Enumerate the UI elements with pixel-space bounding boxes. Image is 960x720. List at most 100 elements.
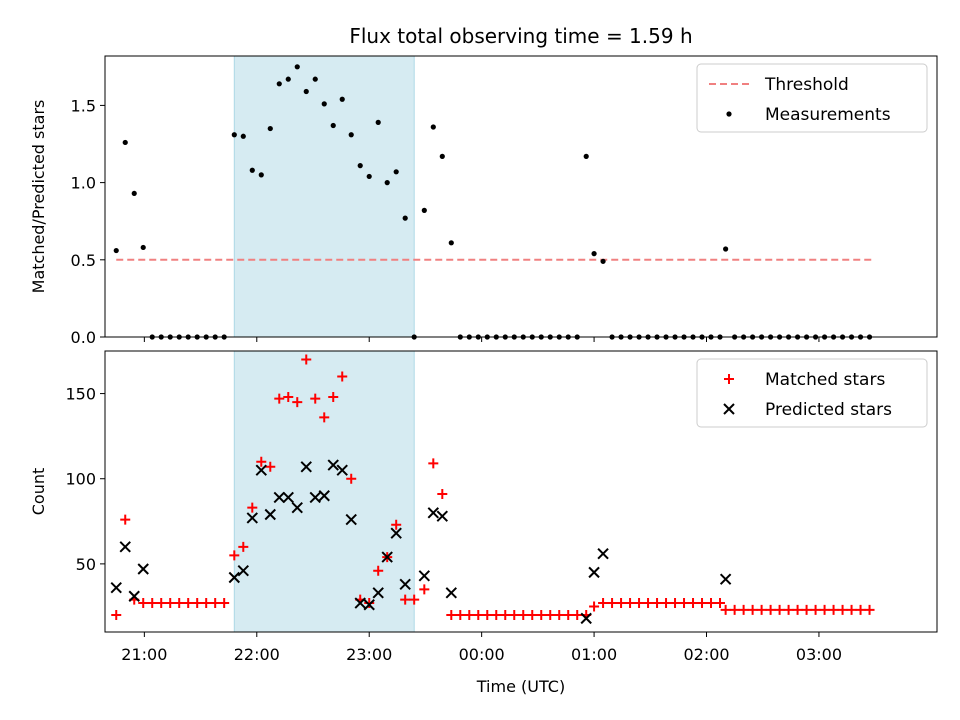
measurements-point (285, 76, 291, 82)
matched-stars-point (201, 598, 212, 609)
x-tick-label: 00:00 (459, 645, 505, 664)
measurements-point (113, 247, 119, 254)
measurements-point (439, 153, 445, 159)
measurements-point (131, 190, 137, 197)
matched-stars-point (554, 609, 565, 620)
measurements-point (600, 258, 606, 264)
x-tick-label: 03:00 (796, 645, 842, 664)
highlight-span (233, 55, 415, 338)
matched-stars-point (482, 609, 493, 620)
predicted-stars-point (445, 587, 457, 599)
highlight-span (233, 350, 415, 633)
x-tick-label: 02:00 (683, 645, 729, 664)
measurements-point (231, 132, 237, 138)
matched-stars-point (607, 598, 618, 609)
matched-stars-point (283, 391, 294, 402)
measurements-point (421, 207, 427, 213)
matched-stars-point (765, 604, 776, 615)
matched-stars-point (625, 598, 636, 609)
matched-stars-point (846, 604, 857, 615)
y-axis-label: Matched/Predicted stars (29, 100, 48, 294)
predicted-stars-point (597, 547, 609, 560)
predicted-stars-point (372, 587, 384, 599)
y-tick-label: 150 (65, 385, 96, 404)
predicted-stars-point (390, 527, 402, 539)
measurements-point (375, 119, 381, 125)
matched-stars-point (819, 604, 830, 615)
predicted-stars-point (399, 578, 411, 591)
matched-stars-point (301, 354, 312, 365)
matched-stars-point (801, 604, 812, 615)
matched-stars-point (720, 604, 731, 615)
predicted-stars-point (110, 582, 122, 594)
matched-stars-point (598, 598, 609, 609)
matched-stars-point (473, 609, 484, 620)
matched-stars-point (545, 609, 556, 620)
matched-stars-point (527, 609, 538, 620)
measurements-point (267, 125, 273, 132)
matched-stars-point (670, 598, 681, 609)
matched-stars-point (409, 594, 420, 605)
predicted-stars-point (363, 599, 375, 611)
matched-stars-point (138, 598, 149, 609)
predicted-stars-point (580, 612, 592, 625)
matched-stars-point (419, 584, 430, 595)
matched-stars-point (572, 609, 583, 620)
matched-stars-point (864, 604, 875, 615)
measurements-point (122, 139, 128, 146)
predicted-stars-point (427, 507, 440, 519)
matched-stars-point (328, 391, 339, 402)
matched-stars-point (774, 604, 785, 615)
legend-marker (724, 374, 734, 384)
predicted-stars-point (436, 510, 449, 522)
matched-stars-point (346, 473, 357, 484)
legend-box (696, 358, 928, 428)
matched-stars-point (661, 598, 672, 609)
legend-box (696, 63, 928, 133)
matched-stars-point (219, 598, 230, 609)
matched-stars-point (210, 598, 221, 609)
matched-stars-point (364, 598, 375, 609)
measurements-point (140, 244, 146, 251)
y-tick-label: 50 (76, 555, 96, 574)
matched-stars-point (634, 598, 645, 609)
predicted-stars-point (273, 491, 285, 504)
matched-stars-point (428, 458, 439, 469)
measurements-point (312, 76, 318, 82)
matched-stars-point (437, 489, 448, 500)
matched-stars-point (679, 598, 690, 609)
matched-stars-point (464, 609, 475, 620)
top-panel: 0.0 0.5 1.0 1.5 Matched/Predicted stars Thres… (29, 55, 938, 347)
measurements-point (430, 124, 436, 130)
matched-stars-point (500, 609, 511, 620)
measurements-point (393, 169, 399, 175)
matched-stars-point (391, 519, 402, 530)
matched-stars-point (563, 609, 574, 620)
predicted-stars-point (588, 566, 600, 579)
matched-stars-point (111, 609, 122, 620)
measurements-point (339, 96, 345, 102)
predicted-stars-point (264, 508, 276, 521)
matched-stars-point (792, 604, 803, 615)
measurements-point (366, 173, 372, 180)
matched-stars-point (756, 604, 767, 615)
measurements-point (357, 163, 363, 169)
measurements-point (330, 122, 336, 129)
matched-stars-point (837, 604, 848, 615)
x-tick-label: 22:00 (234, 645, 280, 664)
y-tick-label: 100 (65, 470, 96, 489)
predicted-stars-point (354, 597, 366, 609)
legend-marker (723, 403, 735, 415)
predicted-stars-point (237, 564, 249, 577)
predicted-stars-point (282, 491, 294, 504)
matched-stars-point (446, 609, 457, 620)
matched-stars-point (120, 514, 131, 525)
matched-stars-point (319, 412, 330, 423)
matched-stars-point (828, 604, 839, 615)
measurements-point (448, 240, 454, 246)
matched-stars-point (183, 598, 194, 609)
measurements-point (249, 167, 255, 173)
predicted-stars-point (345, 513, 357, 526)
measurements-point (321, 101, 327, 107)
matched-stars-point (729, 604, 740, 615)
